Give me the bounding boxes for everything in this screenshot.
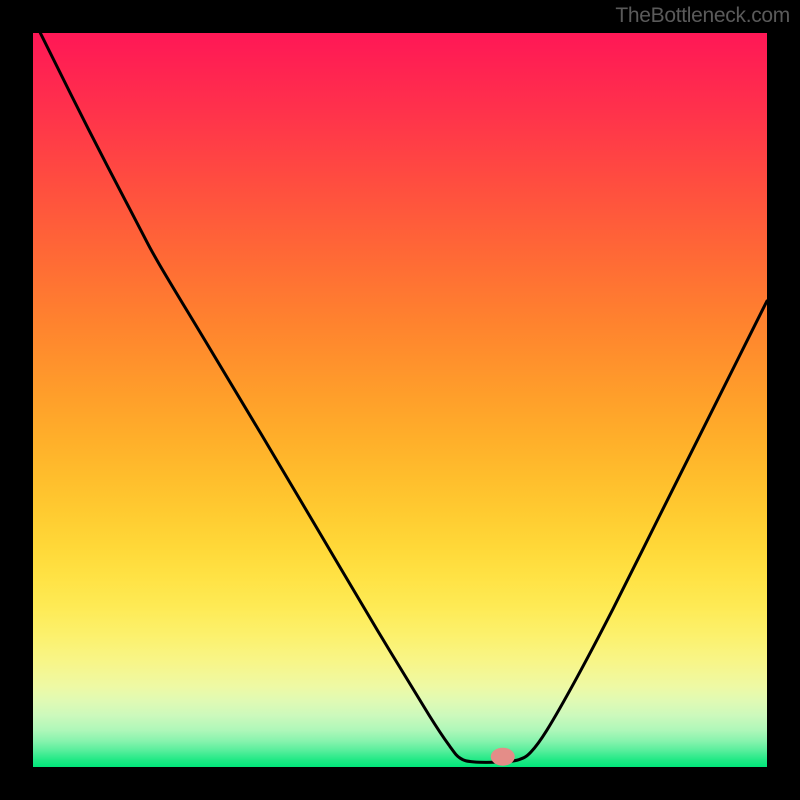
chart-container: TheBottleneck.com: [0, 0, 800, 800]
optimal-point-marker: [491, 748, 515, 766]
chart-plot-bg: [33, 33, 767, 767]
bottleneck-chart-svg: [0, 0, 800, 800]
watermark-label: TheBottleneck.com: [615, 4, 790, 28]
